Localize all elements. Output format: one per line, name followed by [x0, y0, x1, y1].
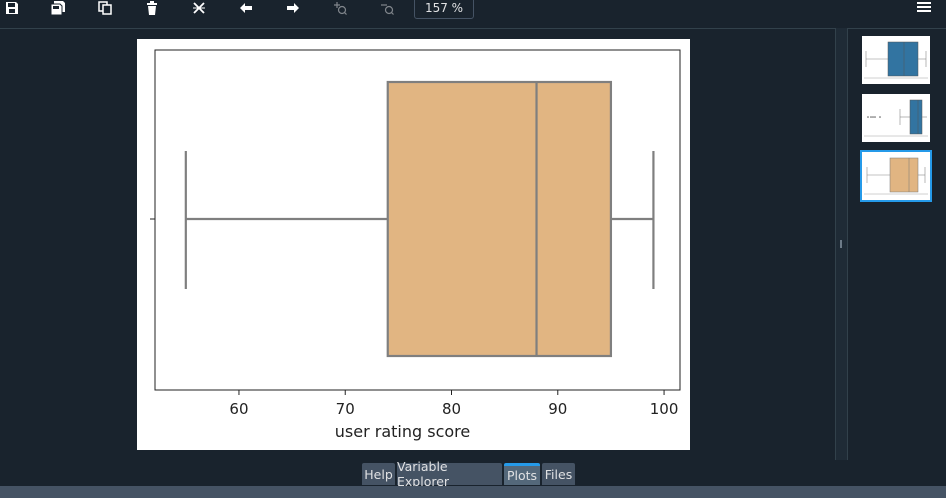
boxplot-chart: 60 70 80 90 100 user rating score: [150, 49, 681, 441]
tab-plots[interactable]: Plots: [504, 463, 540, 485]
tab-help[interactable]: Help: [362, 463, 395, 485]
x-tick-label: 100: [650, 400, 679, 418]
save-icon[interactable]: [2, 0, 22, 16]
arrow-left-icon[interactable]: [236, 0, 256, 16]
zoom-level-field[interactable]: 157 %: [414, 0, 474, 19]
delete-all-icon[interactable]: [189, 0, 209, 16]
x-tick-label: 60: [229, 400, 248, 418]
copy-icon[interactable]: [95, 0, 115, 16]
hamburger-menu-icon[interactable]: [916, 0, 932, 14]
pane-tabs: Help Variable Explorer Plots Files: [0, 459, 946, 489]
x-axis-label: user rating score: [335, 422, 470, 441]
tab-variable-explorer[interactable]: Variable Explorer: [397, 459, 502, 489]
x-tick-label: 90: [548, 400, 567, 418]
plot-figure: 60 70 80 90 100 user rating score: [137, 39, 690, 450]
plot-thumbnail-2[interactable]: [860, 92, 932, 144]
x-tick-label: 80: [442, 400, 461, 418]
status-bar: [0, 486, 946, 498]
plots-toolbar: 157 %: [0, 0, 946, 20]
axes-frame: [154, 49, 681, 391]
tab-files[interactable]: Files: [542, 463, 575, 485]
arrow-right-icon[interactable]: [283, 0, 303, 16]
zoom-in-icon[interactable]: [330, 0, 350, 16]
plot-thumbnail-1[interactable]: [860, 34, 932, 86]
iqr-box: [386, 80, 613, 358]
delete-icon[interactable]: [142, 0, 162, 16]
plot-thumbnail-3[interactable]: [860, 150, 932, 202]
x-tick-label: 70: [336, 400, 355, 418]
save-all-icon[interactable]: [48, 0, 68, 16]
zoom-out-icon[interactable]: [377, 0, 397, 16]
thumbnails-panel: [847, 28, 946, 460]
splitter-handle[interactable]: [840, 240, 842, 248]
